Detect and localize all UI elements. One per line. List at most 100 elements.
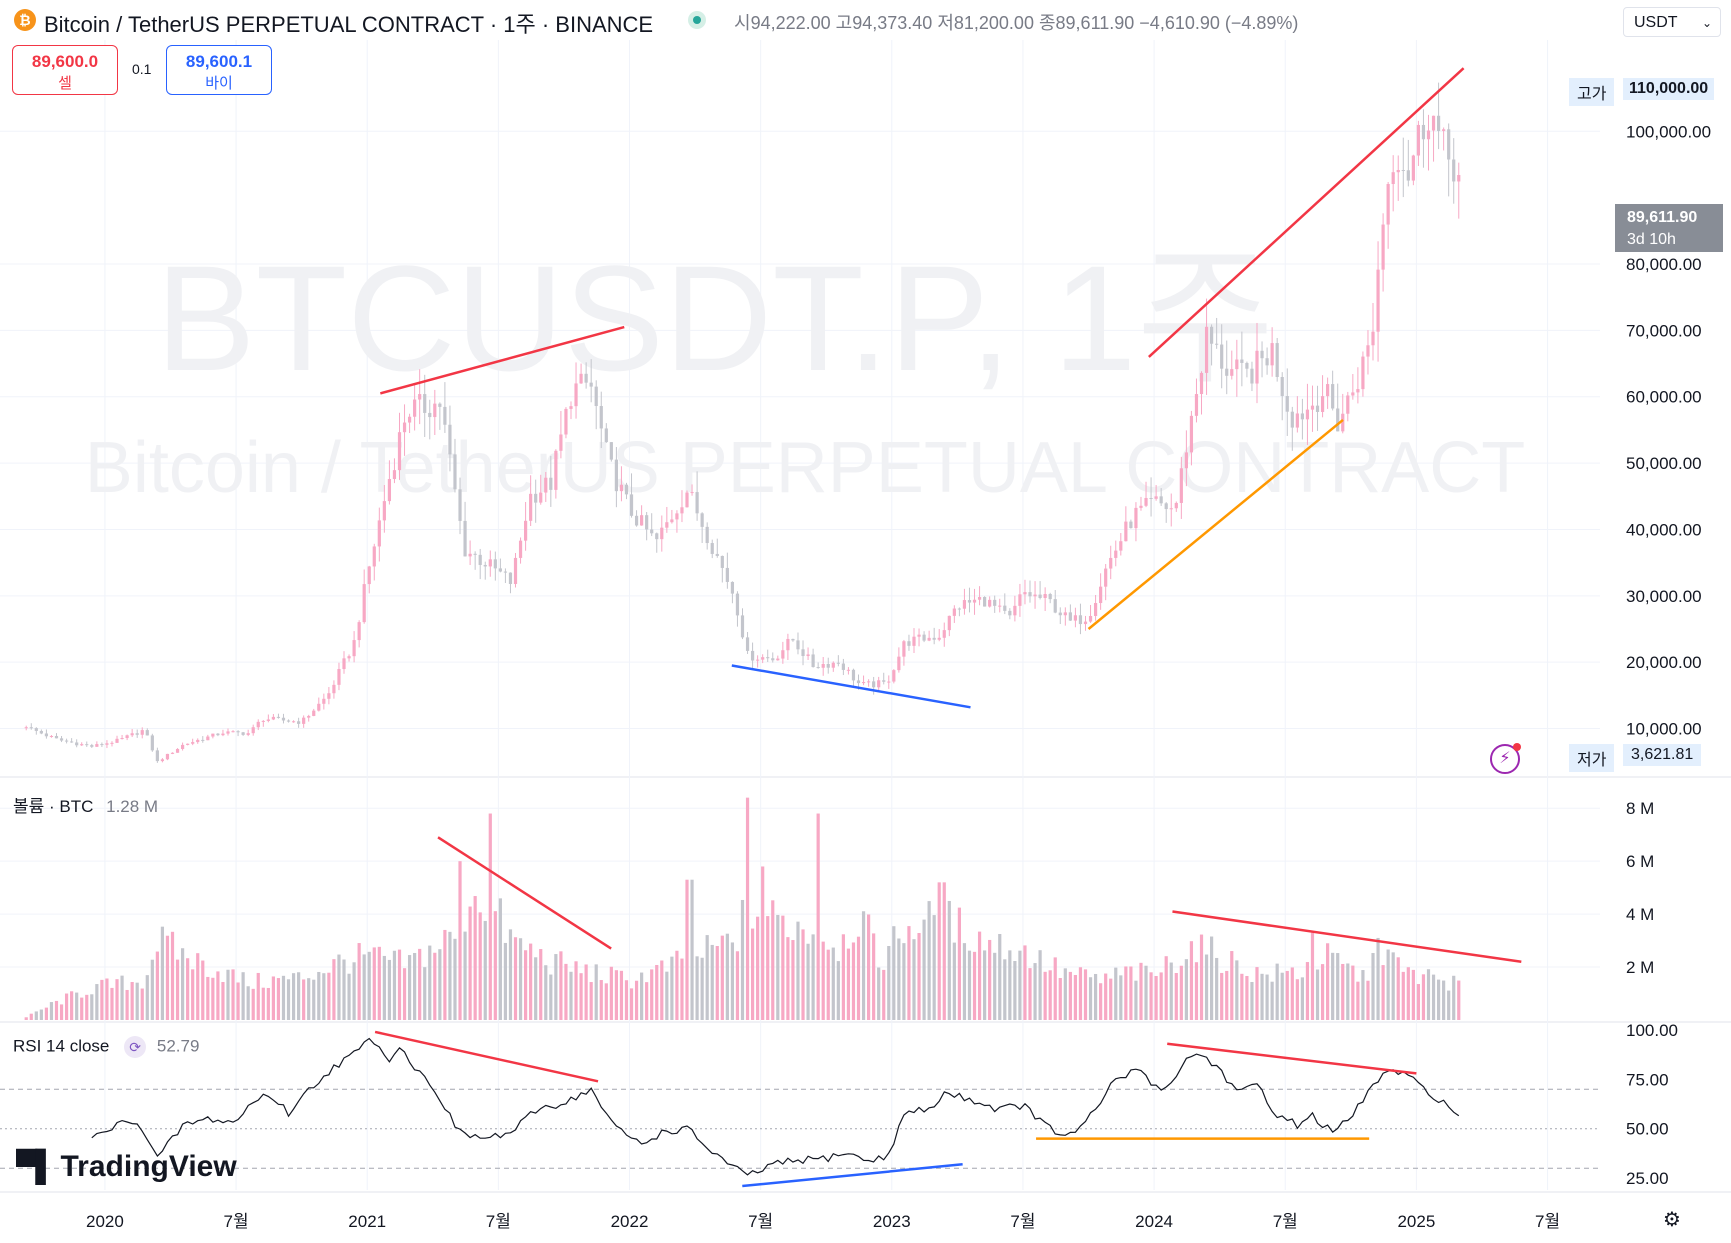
volume-bar <box>1018 950 1022 1020</box>
volume-bar <box>650 969 654 1020</box>
volume-bar <box>342 959 346 1020</box>
candle-body <box>110 742 114 744</box>
candle-body <box>1134 507 1138 529</box>
volume-bar <box>1245 975 1249 1020</box>
currency-select[interactable]: USDT ⌄ <box>1623 7 1721 37</box>
candle-body <box>135 733 139 735</box>
volume-bar <box>413 952 417 1020</box>
volume-bar <box>191 969 195 1020</box>
volume-bar <box>735 951 740 1020</box>
volume-bar <box>1119 975 1123 1020</box>
candle-body <box>312 710 316 716</box>
candle-body <box>1300 413 1304 420</box>
candle-body <box>609 442 613 460</box>
candle-body <box>24 727 28 729</box>
candle-body <box>397 432 402 471</box>
rsi-axis-label: 50.00 <box>1626 1120 1669 1139</box>
volume-bar <box>1114 967 1118 1020</box>
candle-body <box>993 599 997 606</box>
candle-body <box>624 484 629 495</box>
volume-bar <box>1396 957 1400 1020</box>
candle-body <box>1164 503 1168 510</box>
volume-bar <box>291 973 296 1020</box>
volume-bar <box>39 1009 43 1020</box>
rsi-axis-label: 100.00 <box>1626 1021 1678 1040</box>
candle-body <box>856 680 861 684</box>
candle-body <box>927 637 931 641</box>
market-status-icon[interactable] <box>688 11 706 29</box>
volume-bar <box>937 882 941 1020</box>
candle-body <box>468 553 472 557</box>
candle-body <box>882 680 886 682</box>
candle-body <box>912 636 916 646</box>
volume-bar <box>816 813 820 1020</box>
time-axis-label: 2022 <box>611 1212 649 1231</box>
candle-body <box>140 730 144 735</box>
flash-icon[interactable]: ⚡ <box>1490 743 1521 774</box>
candle-body <box>75 742 79 746</box>
candle-body <box>816 667 820 669</box>
volume-bar <box>1255 967 1259 1020</box>
volume-bar <box>1204 954 1209 1020</box>
candle-body <box>453 454 457 490</box>
candle-body <box>851 669 856 681</box>
volume-bar <box>993 952 997 1020</box>
volume-bar <box>665 971 669 1020</box>
volume-bar <box>1436 979 1441 1020</box>
candle-body <box>1421 124 1426 140</box>
spread-value: 0.1 <box>132 61 152 77</box>
volume-bar <box>216 971 220 1020</box>
volume-bar <box>962 943 967 1020</box>
candle-body <box>584 373 588 383</box>
tradingview-logo-text: TradingView <box>60 1150 237 1183</box>
volume-bar <box>1341 963 1345 1020</box>
volume-bar <box>1124 966 1128 1020</box>
volume-bar <box>1194 962 1199 1020</box>
volume-bar <box>821 941 825 1020</box>
volume-bar <box>34 1011 38 1020</box>
rsi-refresh-icon[interactable]: ⟳ <box>124 1036 147 1058</box>
candle-body <box>660 527 664 540</box>
price-axis-label: 20,000.00 <box>1626 653 1702 672</box>
candle-body <box>407 416 412 423</box>
candle-body <box>231 731 235 733</box>
volume-bar <box>604 983 608 1020</box>
candle-body <box>1436 115 1441 131</box>
candle-body <box>1184 452 1188 469</box>
trendline-red <box>1172 910 1522 964</box>
volume-bar <box>786 937 790 1020</box>
volume-bar <box>988 939 992 1020</box>
settings-icon[interactable]: ⚙ <box>1663 1209 1681 1231</box>
candle-body <box>372 546 376 567</box>
time-axis-label: 2020 <box>86 1212 124 1231</box>
volume-bar <box>251 988 255 1020</box>
candle-body <box>549 477 553 490</box>
buy-button[interactable]: 89,600.1 바이 <box>166 45 272 95</box>
candle-body <box>1225 368 1229 376</box>
volume-pane-legend[interactable]: 볼륨 · BTC 1.28 M <box>13 792 158 817</box>
buy-label: 바이 <box>205 75 233 92</box>
tradingview-logo-icon: ▀▌ <box>16 1150 56 1183</box>
volume-bar <box>372 947 376 1020</box>
volume-bar <box>201 960 205 1020</box>
candle-body <box>352 640 356 657</box>
candle-body <box>1401 169 1405 171</box>
candle-body <box>513 557 518 584</box>
candle-body <box>256 721 260 728</box>
candle-body <box>1396 169 1400 173</box>
volume-bar <box>1033 963 1037 1020</box>
candle-body <box>125 735 129 739</box>
symbol-title[interactable]: Bitcoin / TetherUS PERPETUAL CONTRACT · … <box>44 12 654 37</box>
volume-bar <box>1134 980 1138 1020</box>
volume-bar <box>1305 962 1310 1020</box>
volume-bar <box>54 1000 59 1020</box>
rsi-pane-legend[interactable]: RSI 14 close ⟳ 52.79 <box>13 1036 199 1058</box>
volume-bar <box>392 950 397 1020</box>
watermark-symbol: BTCUSDT.P, 1주 <box>156 234 1275 402</box>
volume-bar <box>771 900 775 1020</box>
volume-bar <box>256 972 260 1020</box>
volume-bar <box>145 975 149 1020</box>
candle-body <box>1058 612 1062 616</box>
sell-button[interactable]: 89,600.0 셀 <box>12 45 118 95</box>
